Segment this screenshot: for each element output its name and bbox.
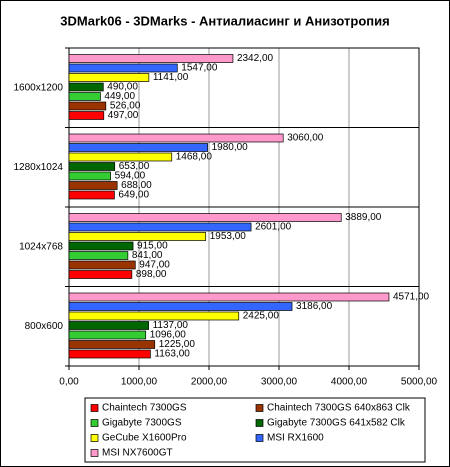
value-label: 1163,00 xyxy=(154,349,190,360)
bar xyxy=(68,241,134,251)
value-label: 649,00 xyxy=(118,190,149,201)
value-label: 3186,00 xyxy=(296,301,333,312)
value-label: 1096,00 xyxy=(150,330,187,341)
bar xyxy=(68,330,147,340)
value-label: 490,00 xyxy=(107,82,138,93)
legend-swatch xyxy=(90,449,99,457)
bar xyxy=(68,73,150,82)
value-label: 688,00 xyxy=(121,180,152,191)
bar xyxy=(68,311,240,321)
legend-swatch xyxy=(255,404,264,412)
value-label: 3889,00 xyxy=(345,212,382,223)
legend-label: Chaintech 7300GS xyxy=(102,403,187,414)
bar xyxy=(68,190,115,200)
value-label: 2425,00 xyxy=(243,311,280,322)
bar xyxy=(68,181,118,190)
value-label: 1137,00 xyxy=(153,320,189,331)
x-tick-label: 2000,00 xyxy=(191,377,228,388)
value-label: 915,00 xyxy=(137,241,168,252)
value-label: 1141,00 xyxy=(153,72,189,83)
bar xyxy=(68,82,104,92)
bar xyxy=(68,213,342,222)
value-label: 1225,00 xyxy=(159,339,196,350)
value-label: 2342,00 xyxy=(237,53,274,64)
legend-swatch xyxy=(90,434,99,442)
value-label: 1953,00 xyxy=(210,231,247,242)
bar xyxy=(68,349,151,359)
bar xyxy=(68,162,116,171)
chart-title: 3DMark06 - 3DMarks - Антиалиасинг и Аниз… xyxy=(60,13,389,28)
value-label: 4571,00 xyxy=(393,292,430,303)
bar xyxy=(68,251,129,260)
bar xyxy=(68,292,390,302)
value-label: 898,00 xyxy=(136,269,167,280)
value-label: 526,00 xyxy=(110,101,141,112)
x-tick-label: 5000,00 xyxy=(401,377,438,388)
bar xyxy=(68,111,105,120)
x-tick-label: 0,00 xyxy=(59,377,79,388)
legend-label: Gigabyte 7300GS xyxy=(102,418,182,429)
bar xyxy=(68,63,178,73)
bar xyxy=(68,321,149,330)
value-label: 1468,00 xyxy=(176,152,213,163)
value-label: 449,00 xyxy=(104,91,135,102)
legend-swatch xyxy=(90,419,99,427)
legend-swatch xyxy=(90,404,99,412)
y-tick-label: 1024x768 xyxy=(19,241,63,252)
value-label: 1980,00 xyxy=(212,142,249,153)
legend-label: Gigabyte 7300GS 641x582 Clk xyxy=(267,418,406,429)
value-label: 1547,00 xyxy=(181,63,218,74)
value-label: 947,00 xyxy=(139,260,170,271)
legend-swatch xyxy=(255,419,264,427)
bar xyxy=(68,302,293,311)
bar xyxy=(68,133,284,143)
legend-label: MSI NX7600GT xyxy=(102,448,173,459)
value-label: 2601,00 xyxy=(255,222,292,233)
x-tick-label: 4000,00 xyxy=(331,377,368,388)
value-label: 653,00 xyxy=(119,161,150,172)
y-tick-label: 800x600 xyxy=(25,321,64,332)
value-label: 594,00 xyxy=(115,171,146,182)
value-label: 841,00 xyxy=(132,250,163,261)
bar xyxy=(68,54,234,63)
y-tick-label: 1600x1200 xyxy=(14,82,64,93)
bar xyxy=(68,143,208,152)
legend-swatch xyxy=(255,434,264,442)
x-tick-label: 1000,00 xyxy=(121,377,158,388)
legend-label: GeCube X1600Pro xyxy=(102,433,187,444)
legend-label: MSI RX1600 xyxy=(267,433,324,444)
bar xyxy=(68,222,252,232)
bar xyxy=(68,152,173,162)
legend-box xyxy=(84,397,426,463)
value-label: 3060,00 xyxy=(287,133,324,144)
bar xyxy=(68,171,111,181)
bar xyxy=(68,270,133,279)
bar xyxy=(68,92,101,101)
bar xyxy=(68,101,107,111)
bar xyxy=(68,260,136,270)
bar xyxy=(68,340,156,349)
x-tick-label: 3000,00 xyxy=(261,377,298,388)
y-tick-label: 1280x1024 xyxy=(14,162,64,173)
value-label: 497,00 xyxy=(108,110,139,121)
legend-label: Chaintech 7300GS 640x863 Clk xyxy=(267,403,411,414)
bar xyxy=(68,232,207,241)
